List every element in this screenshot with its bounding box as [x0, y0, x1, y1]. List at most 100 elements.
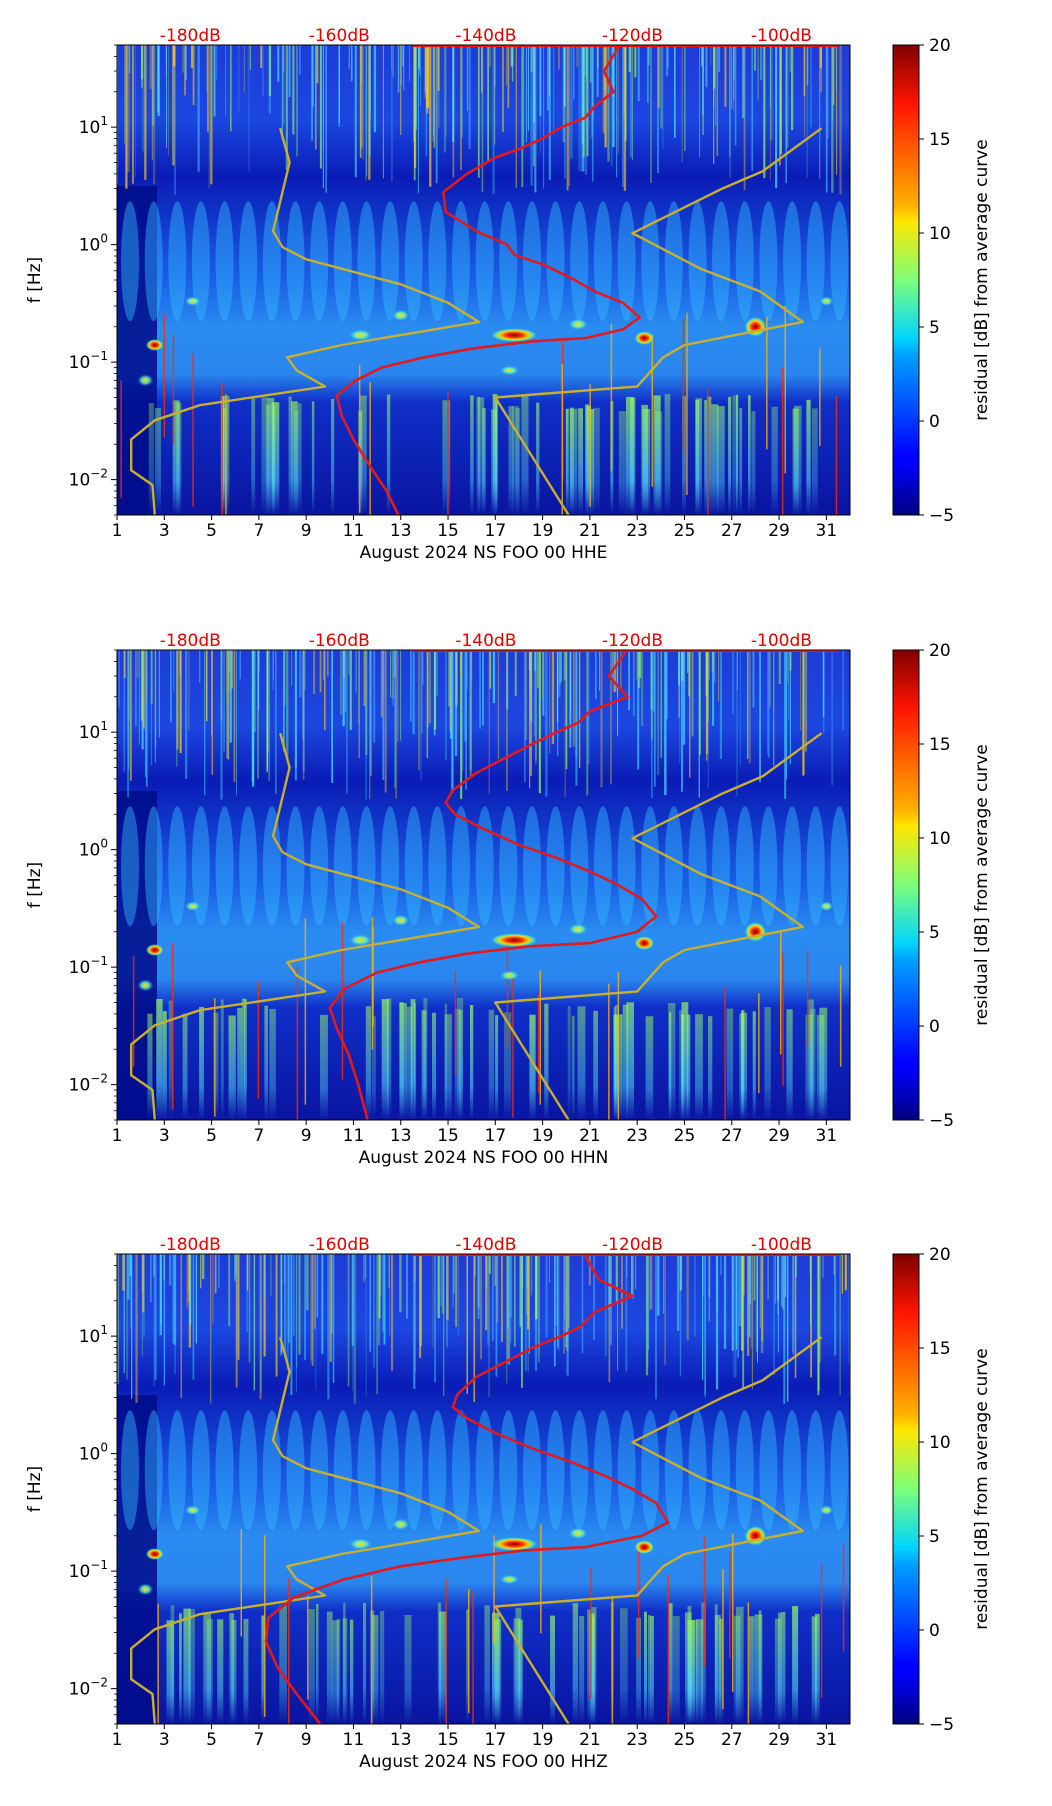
y-tick-exponent: −1: [90, 349, 108, 363]
hf-speckle: [443, 1254, 445, 1397]
lf-streak: [518, 1619, 523, 1724]
hf-speckle: [674, 45, 676, 138]
hf-speckle: [355, 650, 357, 693]
hf-speckle: [414, 45, 417, 168]
lf-streak: [587, 1609, 591, 1724]
hf-speckle: [792, 1254, 794, 1353]
hf-speckle: [566, 45, 569, 191]
y-tick-label: 100: [79, 232, 108, 256]
transient-line: [780, 932, 782, 1055]
hf-speckle: [482, 650, 484, 726]
transient-line: [651, 334, 653, 487]
hf-speckle: [508, 1254, 511, 1365]
hf-speckle: [282, 45, 285, 125]
daily-band: [381, 201, 400, 322]
energy-hotspot: [145, 1548, 164, 1560]
hf-speckle: [446, 1254, 449, 1348]
hf-speckle: [543, 45, 545, 189]
hf-speckle: [702, 1254, 704, 1380]
hf-speckle: [315, 45, 317, 150]
hf-speckle: [340, 650, 342, 715]
hf-speckle: [319, 45, 322, 169]
hf-speckle: [526, 1254, 528, 1289]
hf-speckle: [315, 1254, 317, 1390]
x-tick-label: 31: [816, 1730, 838, 1750]
lf-streak: [492, 394, 498, 515]
lf-streak: [470, 1005, 474, 1120]
top-db-label: -100dB: [751, 631, 812, 651]
hf-speckle: [803, 45, 806, 96]
hf-speckle: [366, 45, 368, 177]
hf-speckle: [652, 650, 655, 712]
hf-speckle: [639, 650, 642, 679]
hf-speckle: [578, 650, 581, 768]
hf-speckle: [144, 45, 147, 180]
lf-streak: [622, 1004, 629, 1120]
daily-band: [735, 201, 754, 322]
hf-speckle: [420, 650, 423, 734]
lf-streak: [221, 408, 228, 515]
transient-line: [225, 394, 227, 515]
hf-speckle: [225, 45, 227, 116]
hf-speckle: [349, 650, 352, 730]
hf-speckle: [452, 1254, 455, 1309]
top-db-label: -120dB: [602, 1235, 663, 1255]
hf-speckle: [331, 650, 333, 783]
hf-speckle: [742, 45, 745, 118]
daily-band: [593, 1410, 612, 1531]
hf-speckle: [246, 1254, 248, 1332]
hf-speckle: [217, 1254, 220, 1288]
hf-speckle: [612, 45, 615, 148]
hf-speckle: [568, 45, 570, 187]
hf-speckle: [445, 650, 447, 761]
hf-speckle: [283, 650, 286, 706]
y-tick-exponent: 0: [100, 232, 108, 246]
lf-streak: [231, 1619, 237, 1724]
hf-speckle: [369, 45, 371, 156]
hf-speckle: [188, 650, 190, 731]
hf-speckle: [361, 45, 363, 148]
hf-speckle: [173, 45, 176, 67]
hf-speckle: [365, 1254, 366, 1279]
hf-speckle: [734, 1254, 737, 1378]
hf-speckle: [208, 45, 210, 189]
lf-streak: [618, 411, 626, 515]
hf-speckle: [538, 650, 541, 794]
hf-speckle: [602, 45, 605, 133]
low-noise-patch: [117, 1395, 157, 1724]
hf-speckle: [645, 1254, 649, 1376]
hf-speckle: [146, 650, 148, 788]
daily-band: [404, 201, 423, 322]
energy-hotspot: [819, 296, 834, 307]
hf-speckle: [679, 1254, 682, 1291]
hf-speckle: [260, 45, 263, 68]
hf-speckle: [408, 45, 410, 82]
hf-speckle: [365, 1254, 367, 1396]
hf-speckle: [158, 650, 160, 738]
energy-hotspot: [490, 1537, 539, 1552]
lf-streak: [508, 406, 514, 515]
energy-hotspot: [568, 318, 589, 331]
daily-band: [783, 201, 802, 322]
x-tick-label: 29: [768, 1730, 790, 1750]
hf-speckle: [363, 1254, 365, 1282]
hf-speckle: [817, 1254, 820, 1396]
hf-speckle: [689, 650, 691, 778]
hf-speckle: [150, 650, 152, 766]
hf-speckle: [492, 1254, 494, 1341]
hf-speckle: [192, 45, 195, 105]
y-tick-label: 10−1: [69, 1558, 108, 1582]
daily-band: [830, 806, 849, 927]
hf-speckle: [654, 650, 656, 787]
hf-speckle: [739, 650, 741, 766]
lf-streak: [372, 1615, 379, 1724]
hf-speckle: [220, 650, 223, 800]
daily-band: [688, 806, 707, 927]
x-tick-label: 21: [579, 1730, 601, 1750]
x-tick-label: 27: [721, 521, 743, 541]
daily-band: [215, 1410, 234, 1531]
hf-speckle: [525, 650, 528, 740]
energy-hotspot: [499, 1574, 520, 1585]
hf-speckle: [682, 650, 686, 745]
daily-band: [144, 201, 163, 322]
